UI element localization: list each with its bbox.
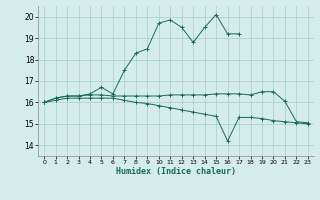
X-axis label: Humidex (Indice chaleur): Humidex (Indice chaleur) bbox=[116, 167, 236, 176]
